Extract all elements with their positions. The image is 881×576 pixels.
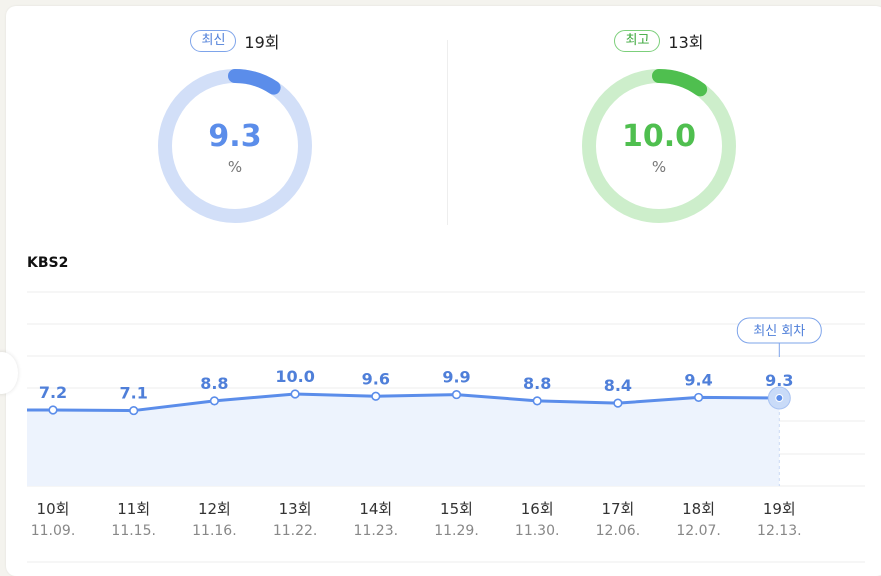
best-ring: 10.0 %: [581, 68, 737, 224]
x-tick-date: 12.06.: [596, 523, 641, 539]
latest-ring: 9.3 %: [157, 68, 313, 224]
x-tick-episode: 14회: [359, 500, 392, 518]
series-area: [27, 394, 780, 486]
data-point: [371, 391, 381, 401]
data-label: 7.1: [120, 384, 148, 403]
gauge-divider: [447, 40, 448, 225]
x-tick-date: 11.15.: [111, 523, 156, 539]
data-point: [775, 394, 784, 402]
highlight-tag-label: 최신 회차: [753, 324, 805, 339]
best-ring-progress: [582, 69, 736, 223]
x-tick-date: 11.23.: [354, 523, 399, 539]
best-rating-value: 10.0: [621, 119, 697, 154]
x-tick-episode: 17회: [601, 500, 634, 518]
gauge-best-header: 최고 13회: [509, 28, 809, 54]
data-point: [693, 392, 704, 403]
x-tick-episode: 15회: [440, 500, 473, 518]
data-label: 9.6: [362, 369, 390, 388]
latest-rating-value: 9.3: [208, 119, 262, 154]
data-label: 9.9: [442, 368, 470, 387]
data-point: [290, 389, 300, 399]
x-tick-episode: 12회: [198, 500, 231, 518]
chart-title: KBS2: [27, 255, 69, 271]
x-tick-date: 12.13.: [757, 523, 802, 539]
x-tick-episode: 10회: [37, 500, 70, 518]
gauge-latest-header: 최신 19회: [85, 28, 385, 54]
data-label: 8.8: [200, 374, 228, 393]
latest-rating-unit: %: [227, 158, 243, 176]
data-point: [129, 405, 139, 416]
latest-badge: 최신: [190, 30, 237, 52]
best-rating-unit: %: [651, 158, 667, 176]
data-point: [209, 396, 219, 406]
data-point: [613, 398, 623, 408]
x-tick-episode: 18회: [682, 500, 715, 518]
data-label: 9.3: [765, 371, 793, 390]
data-label: 7.2: [39, 383, 67, 402]
gauge-latest: 최신 19회 9.3 %: [85, 28, 385, 228]
x-tick-date: 11.16.: [192, 523, 237, 539]
x-tick-date: 11.22.: [273, 523, 318, 539]
x-tick-episode: 11회: [117, 500, 150, 518]
x-tick-episode: 13회: [279, 500, 312, 518]
x-tick-date: 11.29.: [434, 523, 479, 539]
x-tick-episode: 16회: [521, 500, 554, 518]
highlight-tag-box: [736, 317, 822, 344]
x-tick-date: 12.07.: [676, 523, 721, 539]
latest-ring-progress: [158, 69, 312, 223]
data-label: 8.4: [604, 376, 632, 395]
latest-episode: 19회: [244, 33, 280, 52]
data-point: [451, 389, 462, 400]
gauge-best: 최고 13회 10.0 %: [509, 28, 809, 228]
data-label: 8.8: [523, 374, 551, 393]
data-label: 9.4: [684, 370, 712, 389]
scroll-handle[interactable]: [0, 352, 18, 394]
best-episode: 13회: [668, 33, 704, 52]
best-badge: 최고: [614, 30, 661, 52]
x-tick-date: 11.30.: [515, 523, 560, 539]
data-label: 10.0: [275, 367, 314, 386]
data-point: [532, 396, 542, 406]
x-tick-date: 11.09.: [31, 523, 76, 539]
x-tick-episode: 19회: [763, 500, 796, 518]
data-point: [48, 405, 58, 415]
